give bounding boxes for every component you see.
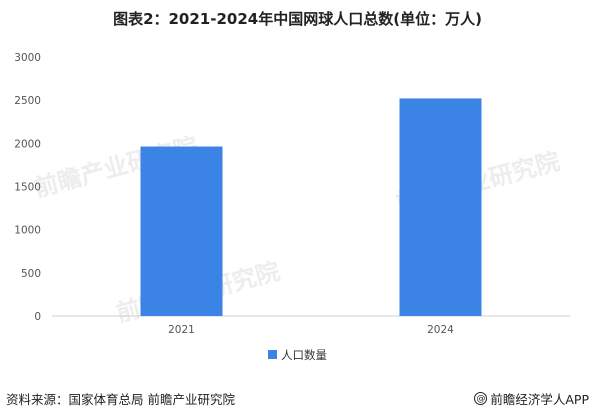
brand: @ 前瞻经济学人APP — [474, 389, 589, 408]
x-tick-label: 2021 — [168, 324, 195, 336]
footer: 资料来源：国家体育总局 前瞻产业研究院 @ 前瞻经济学人APP — [6, 389, 589, 409]
y-tick-label: 500 — [21, 268, 41, 280]
watermark-layer: 前瞻产业研究院前瞻产业研究院前瞻产业研究院 — [31, 132, 563, 328]
source-note: 资料来源：国家体育总局 前瞻产业研究院 — [6, 392, 235, 407]
x-tick-label: 2024 — [427, 324, 454, 336]
legend-label: 人口数量 — [281, 348, 327, 362]
y-tick-label: 2000 — [14, 138, 41, 150]
y-axis-ticks: 0 500 1000 1500 2000 2500 3000 — [14, 52, 41, 323]
y-tick-label: 0 — [34, 311, 41, 323]
legend: 人口数量 — [268, 348, 327, 362]
y-tick-label: 3000 — [14, 52, 41, 64]
y-tick-label: 2500 — [14, 95, 41, 107]
bars-group — [140, 98, 482, 316]
brand-name: 前瞻经济学人APP — [490, 392, 589, 407]
x-axis-ticks: 2021 2024 — [168, 324, 454, 336]
legend-swatch — [268, 350, 277, 359]
y-tick-label: 1000 — [14, 225, 41, 237]
at-circle-icon: @ — [474, 392, 488, 405]
y-tick-label: 1500 — [14, 182, 41, 194]
bar — [140, 146, 223, 316]
bar — [399, 98, 482, 316]
chart-title: 图表2：2021-2024年中国网球人口总数(单位：万人) — [113, 10, 482, 28]
